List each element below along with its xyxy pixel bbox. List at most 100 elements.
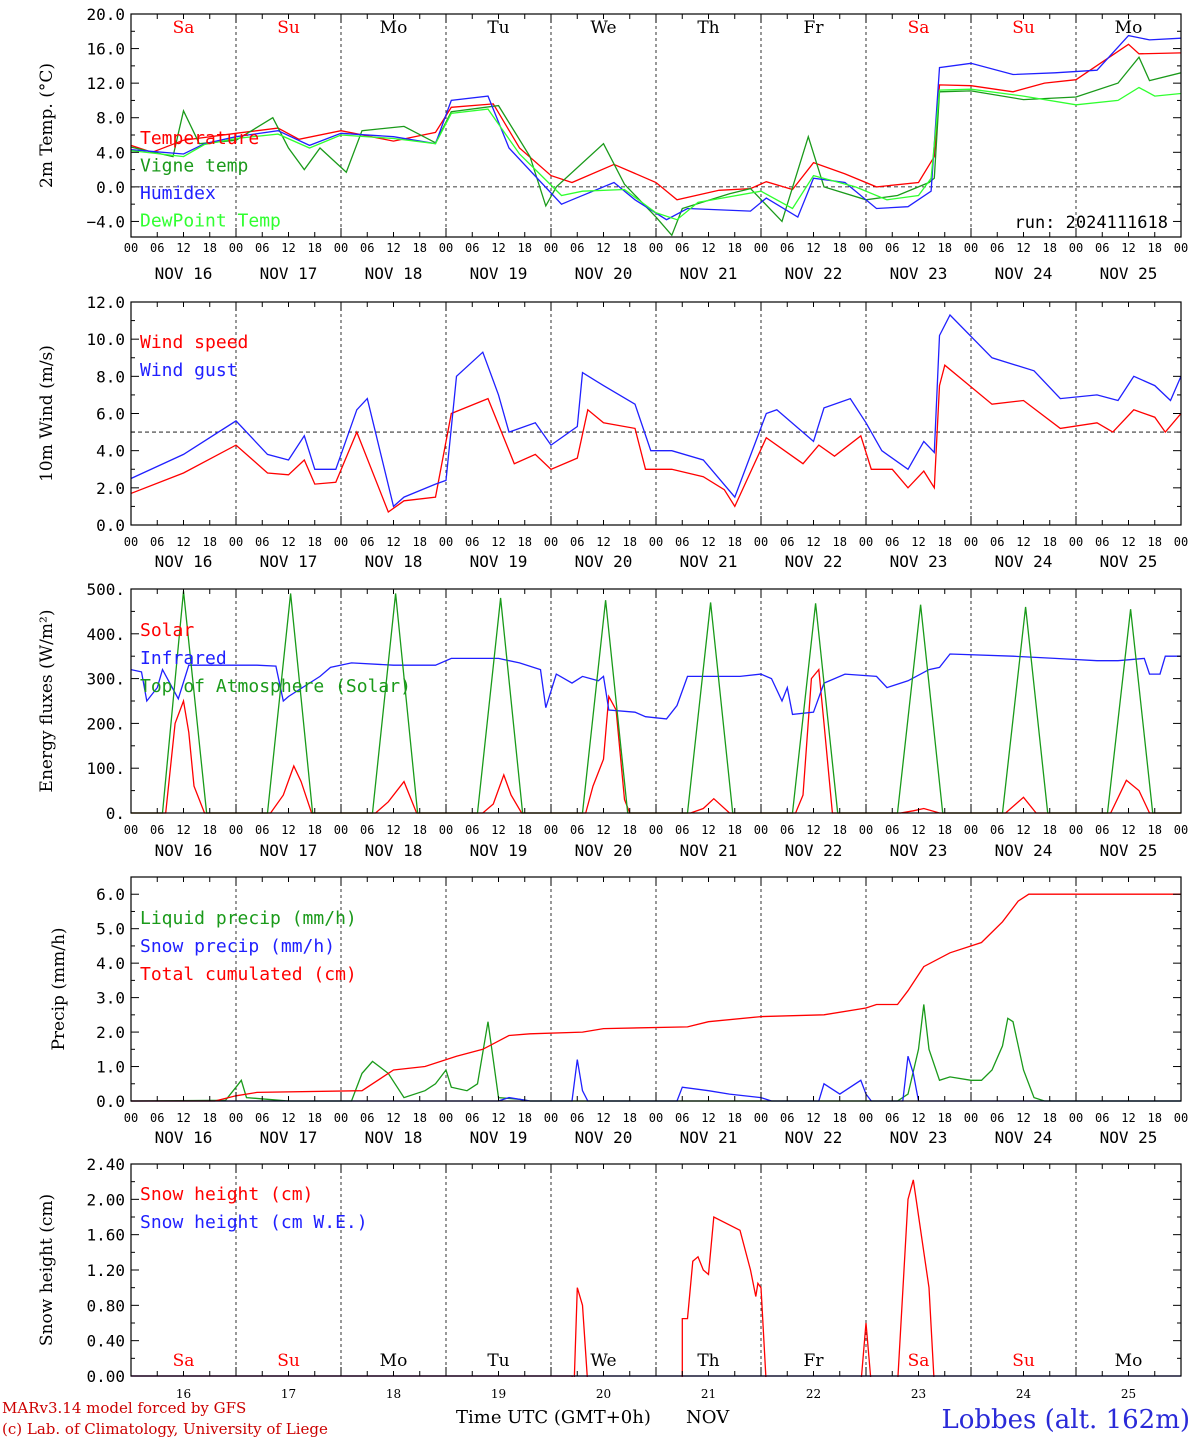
hour-tick-label: 06 (1095, 1111, 1109, 1125)
station-label: Lobbes (alt. 162m) (941, 1405, 1190, 1435)
hour-tick-label: 00 (964, 823, 978, 837)
lab-credit: (c) Lab. of Climatology, University of L… (2, 1420, 328, 1438)
legend-item: Infrared (140, 648, 227, 669)
hour-tick-label: 06 (780, 241, 794, 255)
hour-tick-label: 18 (1148, 535, 1162, 549)
hour-tick-label: 12 (1121, 241, 1135, 255)
weekday-label: Th (697, 1351, 719, 1371)
panel-2: 0.0 2.0 4.0 6.0 8.0 10.0 12.0 10m Wind (m/s) Win… (37, 293, 1188, 571)
hour-tick-label: 06 (570, 535, 584, 549)
y-tick-label: 300. (86, 670, 125, 689)
day-label: NOV 24 (995, 1128, 1053, 1147)
y-tick-label: 5.0 (96, 920, 125, 939)
hour-tick-label: 18 (833, 1111, 847, 1125)
hour-tick-label: 18 (623, 535, 637, 549)
hour-tick-label: 06 (780, 1111, 794, 1125)
hour-tick-label: 06 (675, 823, 689, 837)
day-label: NOV 21 (680, 552, 738, 571)
legend-item: Wind speed (140, 332, 248, 353)
hour-tick-label: 06 (465, 535, 479, 549)
hour-tick-label: 06 (150, 823, 164, 837)
hour-tick-label: 18 (833, 823, 847, 837)
day-number: 18 (386, 1387, 401, 1401)
hour-tick-label: 12 (386, 535, 400, 549)
y-tick-label: 0.80 (86, 1296, 125, 1315)
hour-tick-label: 18 (938, 535, 952, 549)
day-label: NOV 22 (785, 1128, 843, 1147)
hour-tick-label: 06 (360, 823, 374, 837)
hour-tick-label: 12 (701, 823, 715, 837)
weekday-label: Mo (380, 1351, 408, 1371)
y-tick-label: 2.00 (86, 1190, 125, 1209)
series-line-red (131, 43, 1181, 201)
day-label: NOV 16 (155, 1128, 213, 1147)
hour-tick-label: 06 (885, 823, 899, 837)
y-tick-label: 100. (86, 759, 125, 778)
hour-tick-label: 18 (1148, 823, 1162, 837)
hour-tick-label: 12 (701, 241, 715, 255)
hour-tick-label: 00 (754, 1111, 768, 1125)
hour-tick-label: 06 (780, 823, 794, 837)
hour-tick-label: 00 (1069, 535, 1083, 549)
hour-tick-label: 18 (1148, 1111, 1162, 1125)
hour-tick-label: 12 (701, 1111, 715, 1125)
day-label: NOV 17 (260, 841, 318, 860)
y-tick-label: 0. (106, 804, 125, 823)
hour-tick-label: 00 (544, 1111, 558, 1125)
hour-tick-label: 00 (754, 241, 768, 255)
y-tick-label: 4.0 (96, 954, 125, 973)
hour-tick-label: 12 (491, 1111, 505, 1125)
hour-tick-label: 06 (465, 823, 479, 837)
y-tick-label: −4.0 (86, 212, 125, 231)
y-tick-label: 16.0 (86, 40, 125, 59)
hour-tick-label: 12 (1016, 1111, 1030, 1125)
weekday-label: Tu (487, 18, 509, 38)
hour-tick-label: 00 (229, 823, 243, 837)
hour-tick-label: 06 (465, 241, 479, 255)
day-label: NOV 17 (260, 552, 318, 571)
hour-tick-label: 00 (964, 535, 978, 549)
day-number: 23 (911, 1387, 926, 1401)
day-label: NOV 23 (890, 841, 948, 860)
day-label: NOV 25 (1100, 841, 1158, 860)
hour-tick-label: 12 (176, 1111, 190, 1125)
hour-tick-label: 00 (229, 535, 243, 549)
hour-tick-label: 06 (675, 1111, 689, 1125)
day-label: NOV 17 (260, 264, 318, 283)
hour-tick-label: 00 (1069, 1111, 1083, 1125)
hour-tick-label: 00 (124, 241, 138, 255)
hour-tick-label: 06 (570, 241, 584, 255)
day-label: NOV 23 (890, 552, 948, 571)
hour-tick-label: 12 (806, 241, 820, 255)
hour-tick-label: 18 (1043, 1111, 1057, 1125)
series-group (131, 591, 1181, 814)
day-label: NOV 22 (785, 841, 843, 860)
day-label: NOV 21 (680, 841, 738, 860)
day-label: NOV 19 (470, 1128, 528, 1147)
hour-tick-label: 06 (675, 535, 689, 549)
hour-tick-label: 12 (386, 823, 400, 837)
hour-tick-label: 18 (413, 535, 427, 549)
hour-tick-label: 12 (1016, 823, 1030, 837)
hour-tick-label: 00 (964, 1111, 978, 1125)
hour-tick-label: 00 (544, 241, 558, 255)
day-number: 21 (701, 1387, 716, 1401)
y-tick-label: 2.40 (86, 1155, 125, 1174)
hour-tick-label: 12 (176, 535, 190, 549)
hour-tick-label: 00 (649, 535, 663, 549)
hour-tick-label: 12 (596, 823, 610, 837)
day-label: NOV 16 (155, 841, 213, 860)
weekday-label: Th (697, 18, 719, 38)
hour-tick-label: 06 (990, 823, 1004, 837)
hour-tick-label: 00 (1174, 241, 1188, 255)
day-label: NOV 25 (1100, 552, 1158, 571)
series-group (131, 34, 1181, 237)
y-tick-label: 2.0 (96, 479, 125, 498)
y-tick-label: 0.40 (86, 1332, 125, 1351)
day-label: NOV 20 (575, 264, 633, 283)
hour-tick-label: 18 (308, 1111, 322, 1125)
hour-tick-label: 12 (806, 823, 820, 837)
day-label: NOV 21 (680, 1128, 738, 1147)
y-tick-label: 1.20 (86, 1261, 125, 1280)
